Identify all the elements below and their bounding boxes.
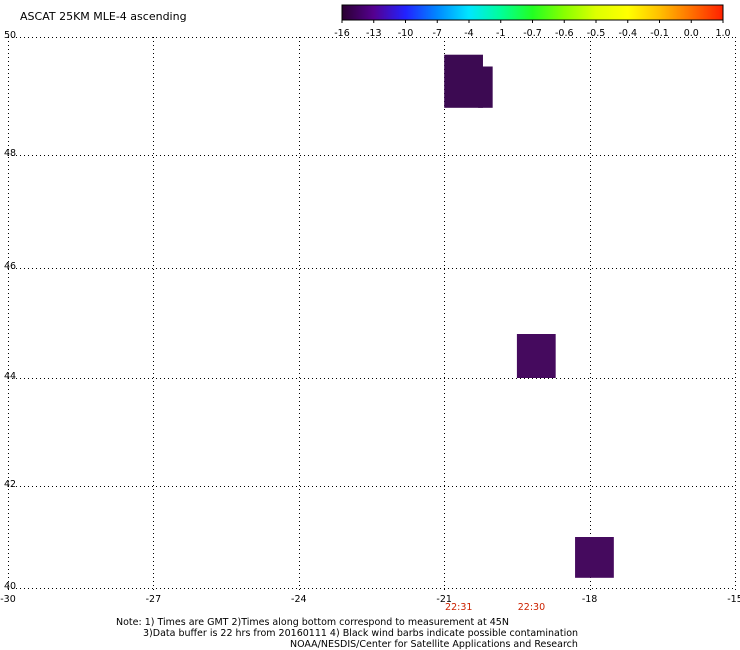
data-cell bbox=[516, 334, 556, 378]
map-title: ASCAT 25KM MLE-4 ascending bbox=[20, 10, 187, 23]
colorbar-gradient bbox=[341, 4, 724, 21]
colorbar-label: -1 bbox=[496, 28, 505, 39]
footer-credit: NOAA/NESDIS/Center for Satellite Applica… bbox=[290, 639, 578, 650]
lat-tick-label: 48 bbox=[4, 148, 16, 159]
lat-tick-label: 50 bbox=[4, 30, 16, 41]
data-cells bbox=[444, 54, 614, 578]
colorbar-label: -0.6 bbox=[555, 28, 574, 39]
data-cell bbox=[478, 66, 493, 108]
colorbar-label: -7 bbox=[433, 28, 442, 39]
lat-tick-label: 40 bbox=[4, 581, 16, 592]
data-cell bbox=[575, 537, 614, 578]
lat-tick-label: 42 bbox=[4, 479, 16, 490]
lon-tick-label: -27 bbox=[146, 594, 162, 605]
lon-tick-label: -18 bbox=[582, 594, 598, 605]
colorbar-label: -0.5 bbox=[587, 28, 606, 39]
data-cell bbox=[444, 54, 483, 108]
lat-tick-label: 44 bbox=[4, 371, 16, 382]
lat-tick-label: 46 bbox=[4, 261, 16, 272]
colorbar-label: 1.0 bbox=[715, 28, 730, 39]
axis-ticks: -30 -27 -24 -21 -18 -15 40 42 44 46 48 50 bbox=[0, 30, 740, 605]
footer-note-line2: 3)Data buffer is 22 hrs from 20160111 4)… bbox=[143, 628, 578, 639]
lon-tick-label: -15 bbox=[727, 594, 740, 605]
lon-tick-label: -30 bbox=[0, 594, 16, 605]
lon-tick-label: -21 bbox=[436, 594, 452, 605]
swath-times: 22:31 22:30 bbox=[445, 602, 545, 613]
colorbar-label: -4 bbox=[464, 28, 473, 39]
colorbar-label: -13 bbox=[366, 28, 382, 39]
swath-time-label: 22:31 bbox=[445, 602, 472, 613]
colorbar-label: -0.7 bbox=[523, 28, 542, 39]
colorbar-label: -10 bbox=[398, 28, 414, 39]
swath-time-label: 22:30 bbox=[518, 602, 545, 613]
colorbar-label: -16 bbox=[334, 28, 350, 39]
colorbar-label: 0.0 bbox=[684, 28, 699, 39]
lon-tick-label: -24 bbox=[291, 594, 307, 605]
colorbar-label: -0.4 bbox=[618, 28, 637, 39]
colorbar-label: -0.1 bbox=[650, 28, 669, 39]
colorbar: -16 -13 -10 -7 -4 -1 -0.7 -0.6 -0.5 -0.4 -0.1 0.0 1.… bbox=[334, 4, 731, 39]
map-grid bbox=[8, 37, 736, 590]
footer-note-line1: Note: 1) Times are GMT 2)Times along bot… bbox=[116, 617, 509, 628]
